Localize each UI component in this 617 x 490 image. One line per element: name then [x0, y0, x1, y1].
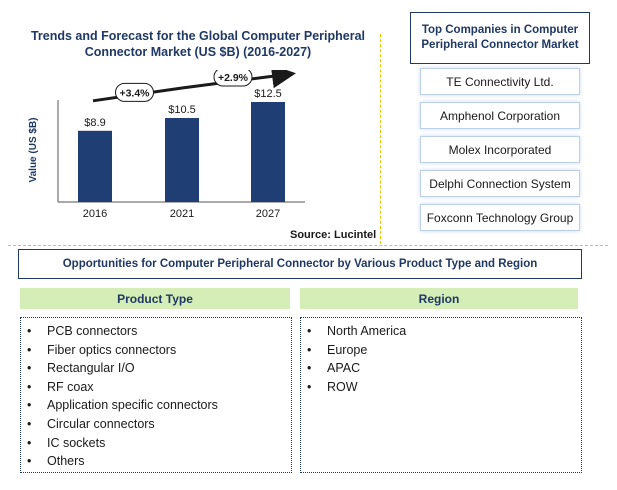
x-tick-label: 2027	[256, 208, 280, 220]
data-label: $12.5	[254, 88, 282, 100]
list-item: • RF coax	[27, 379, 94, 394]
bar-2027	[251, 102, 285, 202]
company-item: TE Connectivity Ltd.	[420, 68, 580, 95]
list-item: • APAC	[307, 361, 361, 376]
company-item: Amphenol Corporation	[420, 102, 580, 129]
list-item: • PCB connectors	[27, 324, 138, 338]
list-item: • North America	[307, 324, 407, 338]
list-item: • Rectangular I/O	[27, 361, 135, 376]
companies-title: Top Companies in Computer Peripheral Con…	[410, 12, 590, 64]
region-list: • North America • Europe • APAC • ROW	[300, 317, 582, 473]
bar-2021	[165, 118, 199, 202]
x-tick-label: 2021	[170, 208, 194, 220]
data-label: $8.9	[84, 117, 105, 129]
bar-chart: Value (US $B) $8.9 2016 $10.5 2021 $12.5 2027…	[28, 70, 305, 220]
growth-label: +3.4%	[119, 87, 150, 99]
data-label: $10.5	[168, 104, 196, 116]
growth-badge	[213, 70, 253, 87]
company-item: Foxconn Technology Group	[420, 204, 580, 231]
region-header: Region	[300, 288, 578, 309]
list-item: • IC sockets	[27, 435, 106, 450]
list-item: • Application specific connectors	[27, 398, 218, 413]
horizontal-divider	[8, 245, 608, 246]
chart-source: Source: Lucintel	[290, 229, 377, 241]
company-item: Molex Incorporated	[420, 136, 580, 163]
growth-badge	[115, 82, 154, 102]
company-item: Delphi Connection System	[420, 170, 580, 197]
list-item: • Fiber optics connectors	[27, 342, 177, 357]
company-list: TE Connectivity Ltd. Amphenol Corporatio…	[420, 68, 580, 238]
list-item: • ROW	[307, 379, 358, 394]
product-type-header: Product Type	[20, 288, 290, 309]
y-axis-label: Value (US $B)	[28, 117, 39, 182]
chart-title: Trends and Forecast for the Global Compu…	[30, 29, 366, 59]
vertical-divider	[380, 34, 381, 244]
list-item: • Circular connectors	[27, 416, 155, 431]
product-type-list: • PCB connectors • Fiber optics connectors…	[20, 317, 292, 473]
opportunities-title: Opportunities for Computer Peripheral Co…	[18, 249, 582, 279]
growth-label: +2.9%	[218, 72, 249, 84]
list-item: • Europe	[307, 342, 368, 357]
x-tick-label: 2016	[83, 208, 107, 220]
bar-2016	[78, 130, 112, 202]
list-item: • Others	[27, 454, 85, 469]
